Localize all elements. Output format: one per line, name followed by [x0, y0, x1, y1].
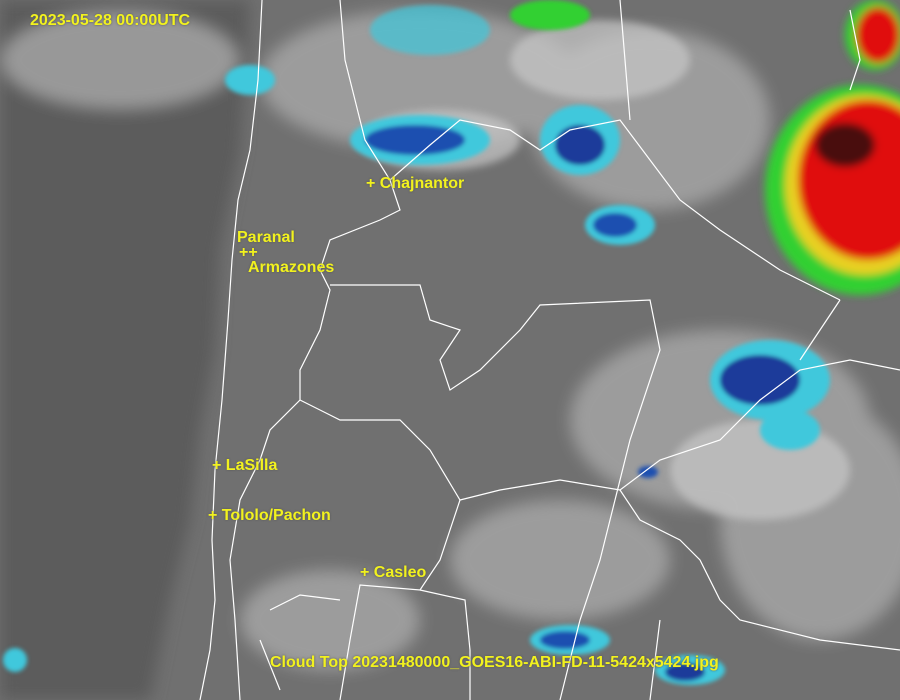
site-chajnantor: + Chajnantor [366, 175, 465, 192]
site-marker-paranal-armazones: ++ [239, 244, 258, 261]
site-paranal: Paranal [237, 229, 295, 246]
site-lasilla: + LaSilla [212, 457, 278, 474]
site-tololo-pachon: + Tololo/Pachon [208, 507, 331, 524]
country-borders [199, 0, 900, 700]
timestamp-label: 2023-05-28 00:00UTC [30, 12, 191, 29]
site-casleo: + Casleo [360, 564, 427, 581]
site-armazones: Armazones [248, 259, 335, 276]
image-caption: Cloud Top 20231480000_GOES16-ABI-FD-11-5… [270, 654, 719, 671]
